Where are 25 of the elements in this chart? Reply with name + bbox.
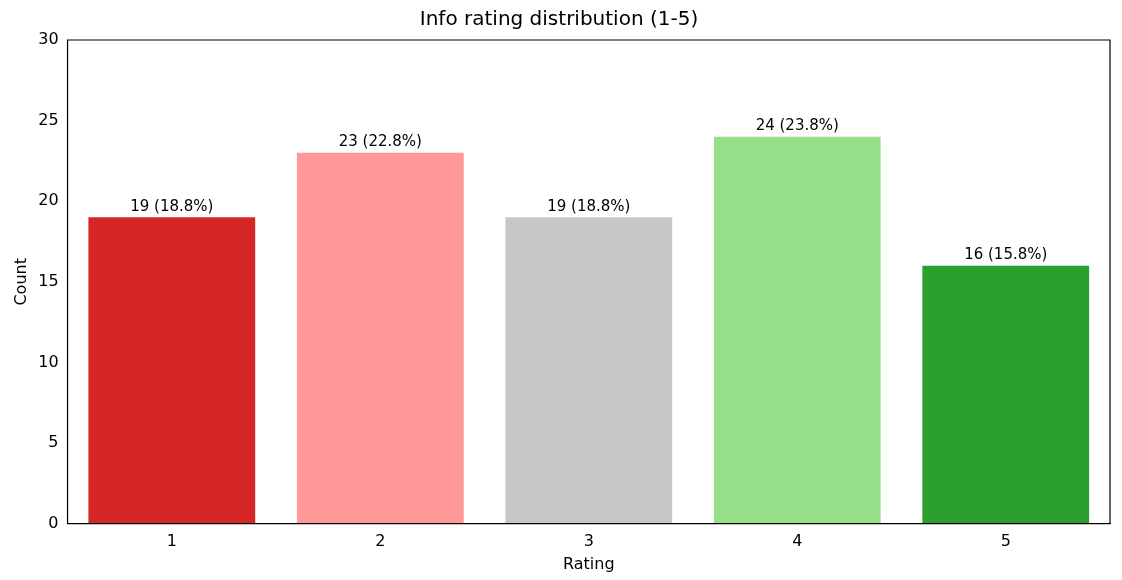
bar [713,136,881,524]
data-label: 16 (15.8%) [964,245,1048,264]
y-axis-title: Count [10,258,30,306]
y-tick-label: 15 [38,270,59,290]
x-tick-label: 2 [375,531,386,551]
data-label: 19 (18.8%) [547,196,631,215]
x-tick-label: 4 [792,531,803,551]
x-tick-label: 1 [166,531,177,551]
bar [296,152,464,524]
bar [505,217,673,524]
x-tick-label: 5 [1000,531,1011,551]
y-tick-label: 0 [48,512,59,532]
data-label: 23 (22.8%) [338,132,422,151]
bar [922,265,1090,524]
bar [88,217,256,524]
x-tick-label: 3 [583,531,594,551]
x-axis-title: Rating [562,553,615,573]
y-tick-label: 25 [38,109,59,129]
y-tick-label: 30 [38,29,59,49]
y-tick-label: 20 [38,190,59,210]
data-label: 24 (23.8%) [755,116,839,135]
y-tick-label: 5 [48,432,59,452]
y-tick-label: 10 [38,351,59,371]
chart-title: Info rating distribution (1-5) [419,6,699,31]
data-label: 19 (18.8%) [130,196,214,215]
